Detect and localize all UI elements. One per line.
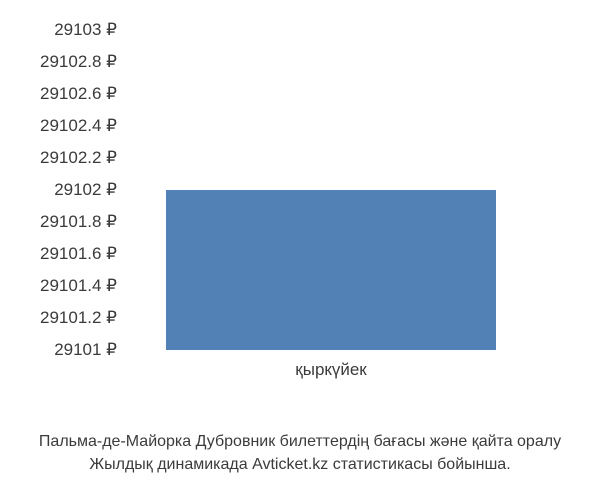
x-axis-label: қыркүйек (125, 360, 537, 380)
y-tick-label: 29102.8 ₽ (40, 52, 117, 72)
bar (166, 190, 496, 350)
y-tick-label: 29101 ₽ (54, 340, 117, 360)
chart-caption: Пальма-де-Майорка Дубровник билеттердің … (0, 431, 600, 476)
y-tick-label: 29101.6 ₽ (40, 244, 117, 264)
caption-line-1: Пальма-де-Майорка Дубровник билеттердің … (0, 431, 600, 453)
y-tick-label: 29102.4 ₽ (40, 116, 117, 136)
y-tick-label: 29103 ₽ (54, 20, 117, 40)
y-tick-label: 29102 ₽ (54, 180, 117, 200)
caption-line-2: Жылдық динамикада Avticket.kz статистика… (0, 454, 600, 476)
y-tick-label: 29101.4 ₽ (40, 276, 117, 296)
plot-region: қыркүйек (125, 30, 537, 350)
y-tick-label: 29101.8 ₽ (40, 212, 117, 232)
y-axis: 29103 ₽29102.8 ₽29102.6 ₽29102.4 ₽29102.… (0, 30, 125, 390)
y-tick-label: 29101.2 ₽ (40, 308, 117, 328)
y-tick-label: 29102.6 ₽ (40, 84, 117, 104)
price-chart: 29103 ₽29102.8 ₽29102.6 ₽29102.4 ₽29102.… (0, 30, 600, 390)
y-tick-label: 29102.2 ₽ (40, 148, 117, 168)
